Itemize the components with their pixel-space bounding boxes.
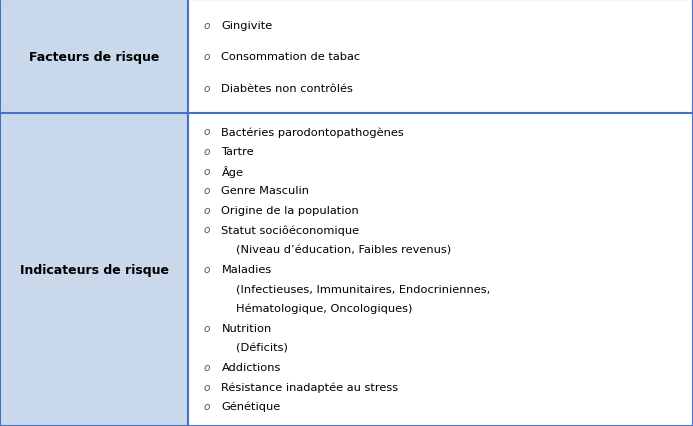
Text: o: o (203, 264, 210, 274)
Text: o: o (203, 382, 210, 391)
Text: Statut sociôéconomique: Statut sociôéconomique (222, 225, 360, 235)
Text: Gingivite: Gingivite (222, 21, 273, 31)
Text: Bactéries parodontopathogènes: Bactéries parodontopathogènes (222, 127, 404, 137)
Text: o: o (203, 147, 210, 156)
Text: Tartre: Tartre (222, 147, 254, 156)
Text: o: o (203, 323, 210, 333)
Bar (188, 0, 693, 114)
Text: Génétique: Génétique (222, 401, 281, 412)
Text: o: o (203, 127, 210, 137)
Text: Diabètes non contrôlés: Diabètes non contrôlés (222, 83, 353, 93)
Text: (Infectieuses, Immunitaires, Endocriniennes,: (Infectieuses, Immunitaires, Endocrinien… (236, 284, 491, 294)
Text: Hématologique, Oncologiques): Hématologique, Oncologiques) (236, 303, 413, 314)
Text: o: o (203, 166, 210, 176)
Text: Nutrition: Nutrition (222, 323, 272, 333)
Text: o: o (203, 83, 210, 93)
Text: Facteurs de risque: Facteurs de risque (29, 51, 159, 63)
Text: Addictions: Addictions (222, 362, 281, 372)
Text: Résistance inadaptée au stress: Résistance inadaptée au stress (222, 381, 398, 392)
Text: (Déficits): (Déficits) (236, 343, 288, 352)
Bar (0, 0, 188, 114)
Text: Indicateurs de risque: Indicateurs de risque (19, 264, 169, 276)
Text: o: o (203, 21, 210, 31)
Text: (Niveau d’éducation, Faibles revenus): (Niveau d’éducation, Faibles revenus) (236, 245, 452, 254)
Text: o: o (203, 362, 210, 372)
Text: o: o (203, 205, 210, 215)
Text: o: o (203, 52, 210, 62)
Text: o: o (203, 225, 210, 235)
Text: Origine de la population: Origine de la population (222, 205, 359, 215)
Text: Âge: Âge (222, 165, 243, 177)
Bar (0, 114, 188, 426)
Text: Maladies: Maladies (222, 264, 272, 274)
Text: o: o (203, 401, 210, 411)
Text: Genre Masculin: Genre Masculin (222, 186, 310, 196)
Bar (188, 114, 693, 426)
Text: Consommation de tabac: Consommation de tabac (222, 52, 360, 62)
Text: o: o (203, 186, 210, 196)
